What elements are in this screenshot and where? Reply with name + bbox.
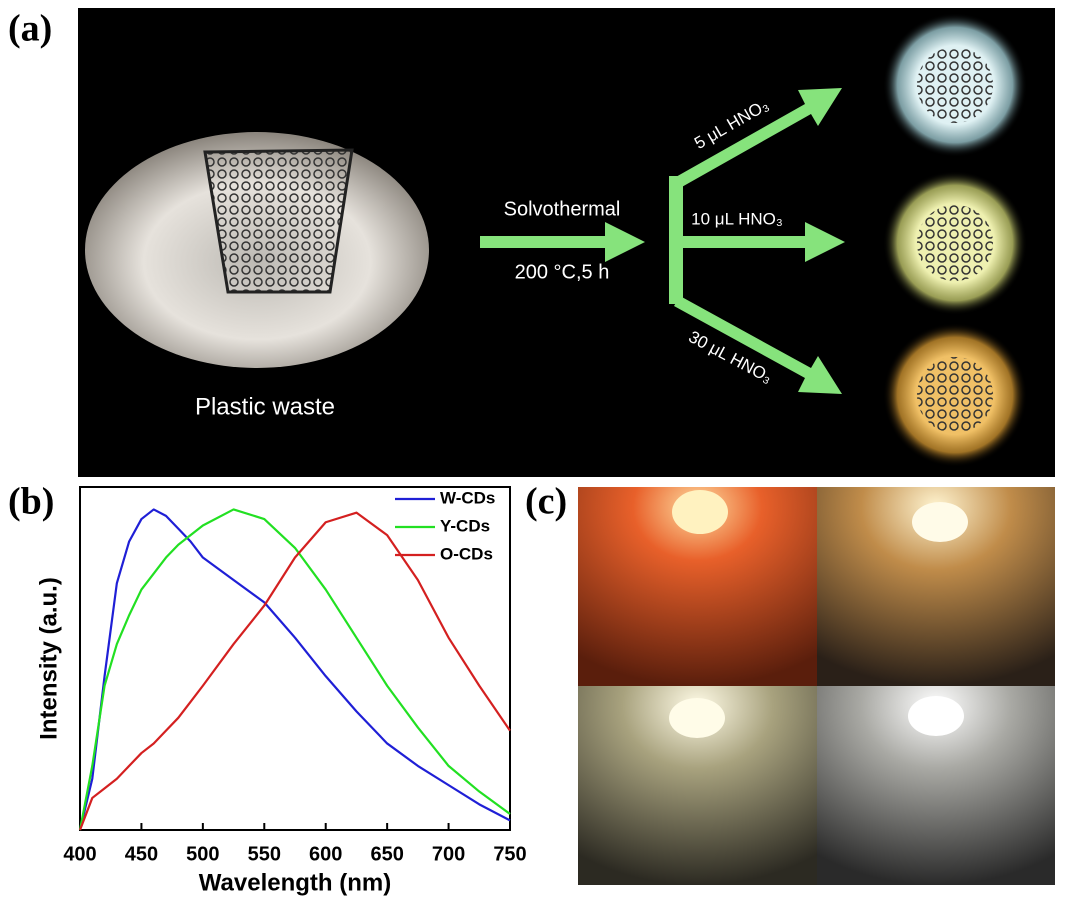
- chart: 400 450 500 550 600 650 700 750 Wavelength (nm) I…: [35, 486, 527, 896]
- legend-label: O-CDs: [440, 544, 493, 563]
- emission-glows: [883, 13, 1027, 467]
- panel-label: (b): [8, 481, 54, 523]
- arrows: [480, 88, 845, 394]
- legend-label: W-CDs: [440, 488, 495, 507]
- caption: Plastic waste: [195, 393, 335, 420]
- panel-label: (a): [8, 8, 52, 50]
- series-line: [78, 508, 511, 831]
- x-tick-label: 400: [63, 843, 96, 865]
- x-tick-label: 550: [248, 843, 281, 865]
- step-label: 200 °C,5 h: [515, 261, 610, 283]
- x-tick-label: 650: [370, 843, 403, 865]
- x-tick-label: 500: [186, 843, 219, 865]
- series-line: [78, 511, 511, 831]
- panel-label: (c): [525, 481, 567, 523]
- legend-label: Y-CDs: [440, 516, 490, 535]
- branch-label: 10 μL HNO₃: [691, 209, 783, 228]
- x-tick-label: 750: [493, 843, 526, 865]
- waste-basket: [203, 148, 354, 294]
- x-axis-title: Wavelength (nm): [199, 869, 391, 896]
- series-line: [78, 508, 511, 831]
- y-axis-title: Intensity (a.u.): [35, 577, 62, 740]
- led-photos: [578, 487, 1055, 885]
- x-tick-label: 450: [125, 843, 158, 865]
- step-label: Solvothermal: [504, 198, 621, 220]
- x-tick-label: 600: [309, 843, 342, 865]
- plot-frame: [79, 486, 511, 831]
- x-tick-label: 700: [432, 843, 465, 865]
